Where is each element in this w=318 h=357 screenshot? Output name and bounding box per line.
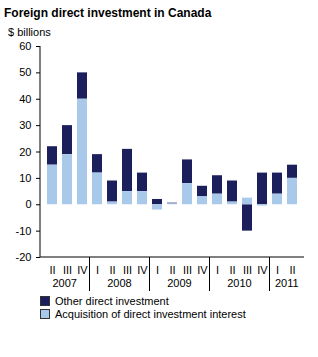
svg-text:III: III [243, 264, 252, 276]
svg-text:I: I [156, 264, 159, 276]
svg-text:10: 10 [19, 172, 31, 184]
svg-text:I: I [96, 264, 99, 276]
svg-text:60: 60 [19, 40, 31, 52]
html-text:Foreign direct investment in C: Foreign direct investment in Canada [4, 6, 212, 20]
svg-text:20: 20 [19, 146, 31, 158]
svg-text:2010: 2010 [227, 277, 251, 289]
svg-text:III: III [183, 264, 192, 276]
svg-text:IV: IV [137, 264, 148, 276]
svg-text:III: III [123, 264, 132, 276]
svg-text:III: III [63, 264, 72, 276]
html-text:Other direct investment: Other direct investment [55, 295, 169, 307]
svg-text:0: 0 [25, 198, 31, 210]
svg-text:-20: -20 [16, 251, 32, 263]
svg-text:II: II [109, 264, 115, 276]
svg-text:IV: IV [77, 264, 88, 276]
svg-text:I: I [276, 264, 279, 276]
svg-text:II: II [229, 264, 235, 276]
html-text:Acquisition of direct investme: Acquisition of direct investment interes… [55, 308, 246, 320]
svg-text:40: 40 [19, 93, 31, 105]
svg-text:2011: 2011 [275, 277, 299, 289]
svg-text:II: II [289, 264, 295, 276]
html-text:$ billions: $ billions [8, 26, 51, 38]
svg-text:30: 30 [19, 119, 31, 131]
svg-text:I: I [216, 264, 219, 276]
svg-text:IV: IV [197, 264, 208, 276]
svg-text:IV: IV [257, 264, 268, 276]
svg-text:50: 50 [19, 66, 31, 78]
svg-text:2009: 2009 [167, 277, 191, 289]
svg-text:2008: 2008 [107, 277, 131, 289]
svg-text:II: II [169, 264, 175, 276]
svg-text:-10: -10 [16, 225, 32, 237]
svg-text:II: II [49, 264, 55, 276]
svg-text:2007: 2007 [53, 277, 77, 289]
